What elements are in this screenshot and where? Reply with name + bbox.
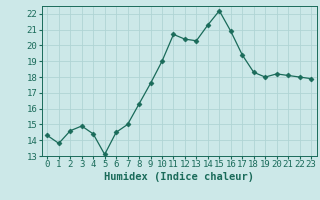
X-axis label: Humidex (Indice chaleur): Humidex (Indice chaleur) bbox=[104, 172, 254, 182]
